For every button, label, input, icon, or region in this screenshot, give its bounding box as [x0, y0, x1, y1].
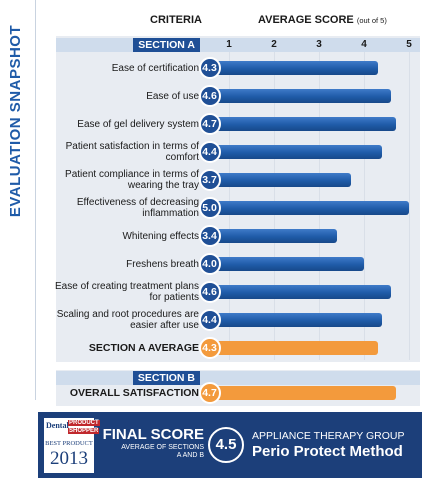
x-tick-label: 2: [271, 39, 277, 50]
x-tick-label: 1: [226, 39, 232, 50]
grid-line: [409, 52, 410, 360]
value-label: 4.3: [198, 337, 221, 359]
bar: [206, 229, 337, 243]
logo-product: PRODUCT: [68, 420, 100, 426]
criteria-header: CRITERIA: [150, 14, 202, 26]
category-label: Patient compliance in terms of wearing t…: [65, 169, 199, 191]
category-label: Ease of creating treatment plans for pat…: [55, 281, 199, 303]
bar: [206, 61, 378, 75]
vertical-title: EVALUATION SNAPSHOT: [7, 24, 24, 218]
bar: [206, 313, 382, 327]
value-label: 3.7: [198, 169, 221, 191]
category-label: Patient satisfaction in terms of comfort: [65, 141, 199, 163]
logo-year: 2013: [50, 448, 88, 469]
value-label: 4.7: [198, 113, 221, 135]
side-strip: [0, 0, 36, 400]
value-label: 3.4: [198, 225, 221, 247]
award-logo: Dental PRODUCT SHOPPER BEST PRODUCT 2013: [44, 418, 100, 473]
bar: [206, 145, 382, 159]
bar: [206, 201, 409, 215]
final-score-value: 4.5: [208, 427, 244, 463]
final-score-label: FINAL SCORE: [102, 426, 204, 443]
value-label: 4.6: [198, 281, 221, 303]
value-label: 4.4: [198, 141, 221, 163]
bar: [206, 257, 364, 271]
score-header: AVERAGE SCORE (out of 5): [258, 14, 387, 26]
category-label: Ease of gel delivery system: [77, 118, 199, 130]
value-label: 4.7: [198, 382, 221, 404]
section-label: SECTION B: [132, 371, 200, 385]
category-label: Effectiveness of decreasing inflammation: [76, 197, 199, 219]
summary-label: SECTION A AVERAGE: [88, 342, 199, 354]
x-tick-label: 5: [406, 39, 412, 50]
summary-bar: [206, 341, 378, 355]
section-label: SECTION A: [133, 38, 200, 52]
value-label: 4.0: [198, 253, 221, 275]
score-header-note: (out of 5): [356, 16, 387, 25]
category-label: Whitening effects: [122, 230, 199, 242]
bar: [206, 173, 351, 187]
x-tick-label: 3: [316, 39, 322, 50]
x-tick-label: 4: [361, 39, 367, 50]
bar: [206, 117, 396, 131]
value-label: 4.3: [198, 57, 221, 79]
category-label: Scaling and root procedures are easier a…: [56, 309, 199, 331]
value-label: 4.6: [198, 85, 221, 107]
final-score-note: AVERAGE OF SECTIONS A AND B: [121, 444, 204, 459]
category-label: Ease of use: [146, 90, 199, 102]
logo-shopper: SHOPPER: [68, 428, 100, 434]
category-label: Ease of certification: [111, 62, 199, 74]
category-label: Freshens breath: [126, 258, 199, 270]
summary-label: OVERALL SATISFACTION: [69, 387, 199, 399]
logo-brand: Dental: [46, 421, 69, 430]
company-name: APPLIANCE THERAPY GROUP: [252, 430, 405, 442]
value-label: 5.0: [198, 197, 221, 219]
bar: [206, 285, 391, 299]
summary-bar: [206, 386, 396, 400]
product-name: Perio Protect Method: [252, 443, 403, 460]
logo-award: BEST PRODUCT: [45, 440, 93, 447]
score-header-text: AVERAGE SCORE: [258, 14, 354, 26]
value-label: 4.4: [198, 309, 221, 331]
bar: [206, 89, 391, 103]
